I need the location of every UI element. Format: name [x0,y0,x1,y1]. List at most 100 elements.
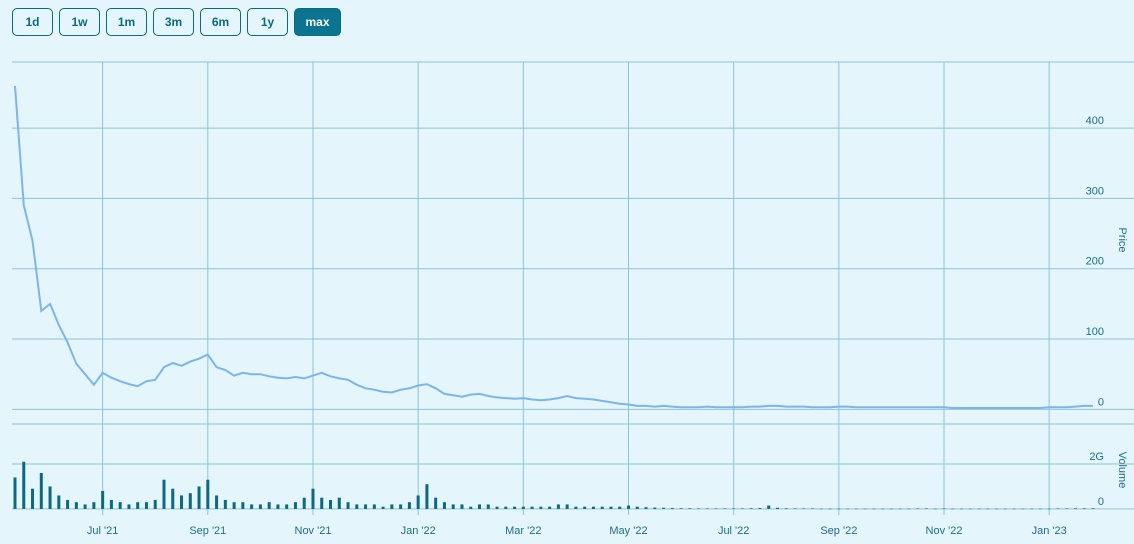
volume-bar [1012,508,1016,510]
volume-bar [653,507,657,509]
volume-bar [1047,508,1051,510]
volume-bar [320,497,324,509]
volume-bar [600,506,604,509]
volume-bar [846,508,850,510]
volume-bar [329,499,333,509]
x-tick-label: Sep '21 [189,525,226,537]
volume-bar [215,495,219,509]
volume-bar [188,493,192,509]
volume-bar [609,506,613,509]
volume-bar [1091,508,1095,509]
volume-bar [670,508,674,509]
volume-bar [697,508,701,509]
range-button[interactable]: 1w [59,8,100,36]
volume-bar [495,506,499,509]
volume-bar [626,505,630,509]
range-button[interactable]: 6m [200,8,241,36]
x-tick-label: Jul '22 [718,525,749,537]
volume-bar [872,508,876,510]
volume-bar [530,506,534,509]
volume-bar [977,508,981,510]
volume-bar [390,504,394,509]
volume-bar [337,497,341,509]
volume-bar [101,490,105,509]
x-tick-label: May '22 [609,525,647,537]
volume-bar [732,508,736,509]
range-button[interactable]: 1d [12,8,53,36]
volume-bar [819,508,823,510]
volume-bar [48,486,52,509]
y-axis-title: Price [1116,227,1128,252]
range-button[interactable]: 3m [153,8,194,36]
volume-bar [714,508,718,509]
volume-bar [162,479,166,509]
volume-bar [399,504,403,509]
volume-bar [942,508,946,509]
range-button[interactable]: 1y [247,8,288,36]
volume-bar [854,508,858,510]
x-tick-label: Jan '22 [401,525,436,537]
volume-bar [793,508,797,509]
y-tick-label: 400 [1086,115,1104,127]
volume-bar [960,508,964,510]
volume-bar [740,508,744,509]
volume-bar [811,508,815,509]
price-line [14,85,1093,409]
volume-bar [574,506,578,509]
y-tick-label: 0 [1098,396,1104,408]
volume-bar [311,488,315,509]
volume-bar [451,504,455,509]
volume-bar [285,504,289,509]
volume-bar [144,502,148,509]
volume-bar [995,508,999,510]
volume-bar [127,504,131,509]
y-tick-label: 300 [1086,185,1104,197]
volume-bar [513,506,517,509]
volume-bar [767,505,771,509]
volume-bar [556,504,560,509]
volume-bar [180,495,184,509]
volume-bar [355,504,359,509]
x-tick-label: Mar '22 [505,525,541,537]
volume-bar [723,508,727,509]
volume-bar [679,508,683,509]
volume-bar [118,502,122,509]
range-button[interactable]: 1m [106,8,147,36]
volume-bar [31,488,35,509]
volume-bar [1021,508,1025,510]
volume-bar [364,504,368,509]
volume-bar [644,507,648,509]
range-selector: 1d 1w 1m 3m 6m 1y max [12,8,341,36]
volume-bar [898,508,902,510]
volume-bar [74,502,78,509]
range-button[interactable]: max [294,8,341,36]
volume-bar [39,472,43,509]
volume-bar [442,502,446,509]
volume-bar [232,502,236,509]
volume-bar [618,506,622,509]
volume-bar [293,502,297,509]
volume-bar [924,508,928,509]
volume-bar [425,484,429,509]
volume-bar [171,488,175,509]
y-tick-label: 2G [1089,451,1104,463]
y-axis-title: Volume [1116,452,1128,489]
volume-bar [758,508,762,509]
volume-bar [635,506,639,509]
volume-bar [109,499,113,509]
volume-bar [486,504,490,509]
volume-bar [1073,508,1077,509]
volume-bar [416,495,420,509]
volume-bar [1065,508,1069,509]
volume-bar [749,508,753,509]
volume-bar [802,508,806,509]
volume-bar [1056,508,1060,509]
volume-bar [1038,508,1042,510]
volume-bar [66,499,70,509]
volume-bar [583,506,587,509]
volume-bar [13,477,17,509]
volume-bar [986,508,990,510]
volume-bar [206,479,210,509]
volume-bar [775,507,779,509]
